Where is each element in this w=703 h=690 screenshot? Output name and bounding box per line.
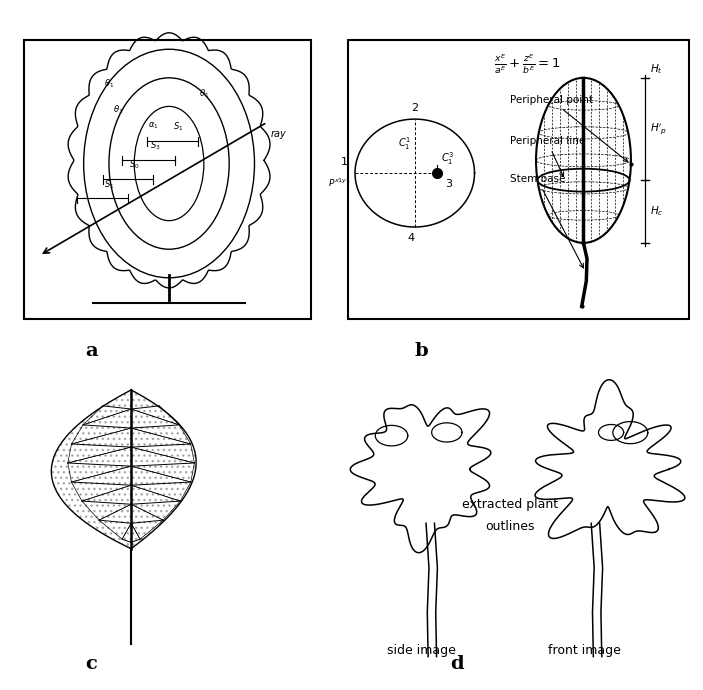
Text: side image: side image [387,644,456,657]
Text: $\frac{x^E}{a^E} + \frac{z^E}{b^E} = 1$: $\frac{x^E}{a^E} + \frac{z^E}{b^E} = 1$ [494,52,560,76]
Polygon shape [51,390,196,549]
Text: a: a [85,342,98,359]
Text: $\theta_1$: $\theta_1$ [104,78,114,90]
Text: $\theta_3$: $\theta_3$ [113,104,124,116]
Text: $H_c$: $H_c$ [650,205,664,219]
Text: 2: 2 [411,103,418,112]
FancyBboxPatch shape [348,40,689,319]
Text: extracted plant: extracted plant [462,497,557,511]
Text: Peripheral point: Peripheral point [510,95,628,161]
Text: $\alpha_1$: $\alpha_1$ [148,120,159,130]
Text: $S_1$: $S_1$ [104,178,114,190]
Text: $S_3$: $S_3$ [150,140,160,152]
Text: $H_t$: $H_t$ [650,63,663,77]
FancyBboxPatch shape [24,40,311,319]
Text: $H'_p$: $H'_p$ [650,121,668,137]
Text: $P^{x1y1}$: $P^{x1y1}$ [328,176,352,188]
Text: front image: front image [548,644,621,657]
Text: outlines: outlines [485,520,534,533]
Text: $S_1$: $S_1$ [174,121,183,133]
Text: b: b [415,342,429,359]
Text: $C_1^1$: $C_1^1$ [398,136,411,152]
Text: 1: 1 [341,157,348,167]
Text: d: d [450,655,464,673]
Text: 4: 4 [408,233,415,244]
Text: Stem base: Stem base [510,175,583,268]
Text: c: c [86,655,97,673]
Text: $\theta_1$: $\theta_1$ [199,88,209,100]
Text: $S_0$: $S_0$ [129,159,140,172]
Text: ray: ray [271,128,286,139]
Text: $C_1^3$: $C_1^3$ [441,150,454,167]
Text: Peripheral line: Peripheral line [510,137,585,177]
Text: 3: 3 [445,179,452,189]
